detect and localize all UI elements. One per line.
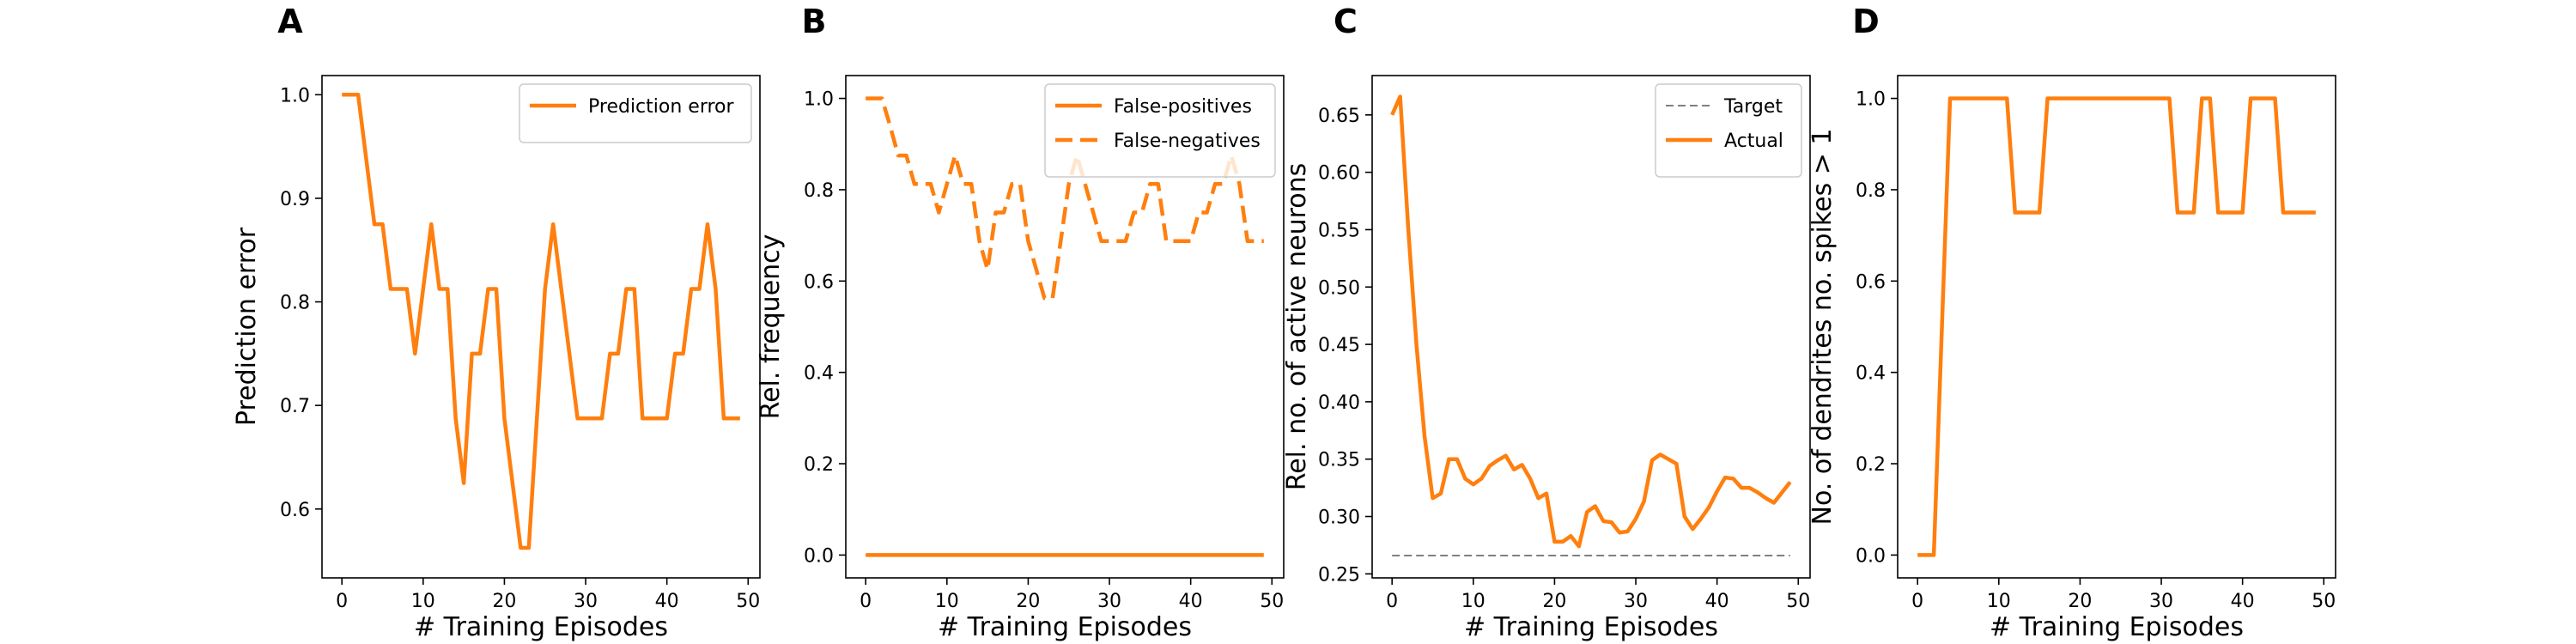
x-tick-label: 0	[336, 591, 348, 612]
panel-b: B 0 10 20 30 40 50 0.0 0.2 0.4 0.6 0.8 1.0 # Training…	[756, 3, 1285, 642]
y-tick-label: 0.55	[1318, 220, 1360, 241]
legend-label: Prediction error	[588, 96, 734, 118]
x-axis-label: # Training Episodes	[414, 612, 668, 642]
axes-frame	[845, 75, 1285, 579]
axes-frame	[321, 75, 761, 579]
panel-letter: C	[1334, 3, 1358, 40]
series-line-false-negatives	[866, 96, 1264, 301]
axes-frame	[1897, 75, 2336, 579]
panel-a: A 0 10 20 30 40 50 0.6 0.7 0.8 0.9 1.0 # Training Ep…	[232, 3, 761, 642]
series-line-prediction-error	[342, 93, 740, 550]
x-tick-label: 10	[1461, 591, 1485, 612]
x-tick-label: 10	[935, 591, 959, 612]
y-tick-label: 0.6	[280, 500, 310, 521]
x-tick-label: 50	[1786, 591, 1810, 612]
x-axis-label: # Training Episodes	[938, 612, 1192, 642]
panel-letter: D	[1852, 3, 1880, 40]
legend-box	[1044, 83, 1276, 178]
series-line-main	[1917, 96, 2316, 557]
y-axis-label: No. of dendrites no. spikes > 1	[1807, 128, 1838, 525]
x-axis-label: # Training Episodes	[1464, 612, 1718, 642]
legend-label: False-negatives	[1114, 131, 1261, 152]
x-tick-label: 30	[1097, 591, 1121, 612]
panel-c: C 0 10 20 30 40 50 0.25 0.30 0.35 0.40 0.45 0.50 0.55…	[1282, 3, 1811, 642]
y-tick-label: 0.9	[280, 189, 310, 210]
y-tick-label: 0.35	[1318, 450, 1360, 471]
axes-frame	[1371, 75, 1811, 579]
y-tick-label: 0.4	[804, 363, 834, 385]
y-tick-label: 0.40	[1318, 392, 1360, 414]
y-tick-label: 0.2	[804, 454, 834, 476]
x-tick-label: 20	[1016, 591, 1040, 612]
x-tick-label: 0	[1911, 591, 1923, 612]
series-line-actual	[1390, 94, 1792, 549]
y-tick-label: 0.4	[1856, 363, 1886, 385]
y-tick-label: 0.0	[1856, 545, 1886, 567]
y-axis-label: Rel. no. of active neurons	[1282, 163, 1312, 491]
legend: False-positives False-negatives	[1044, 83, 1276, 178]
x-tick-label: 10	[1987, 591, 2011, 612]
x-tick-label: 50	[1260, 591, 1284, 612]
y-axis-label: Prediction error	[232, 227, 262, 426]
x-tick-label: 50	[2312, 591, 2336, 612]
y-tick-label: 0.8	[1856, 180, 1886, 202]
y-tick-label: 0.45	[1318, 335, 1360, 356]
y-tick-label: 0.2	[1856, 454, 1886, 476]
x-tick-label: 10	[411, 591, 435, 612]
legend-box	[1655, 83, 1802, 178]
y-tick-label: 0.8	[804, 180, 834, 202]
y-tick-label: 0.6	[1856, 271, 1886, 293]
y-tick-label: 0.25	[1318, 564, 1360, 586]
y-tick-label: 1.0	[280, 85, 310, 106]
x-tick-label: 20	[492, 591, 516, 612]
y-tick-label: 0.50	[1318, 277, 1360, 299]
panel-letter: A	[277, 3, 303, 40]
x-tick-label: 30	[2149, 591, 2173, 612]
y-tick-label: 0.8	[280, 293, 310, 314]
x-axis-label: # Training Episodes	[1990, 612, 2244, 642]
y-tick-label: 0.65	[1318, 106, 1360, 127]
x-tick-label: 40	[1705, 591, 1729, 612]
x-tick-label: 20	[2068, 591, 2092, 612]
x-tick-label: 30	[1624, 591, 1648, 612]
x-tick-label: 50	[736, 591, 760, 612]
panel-letter: B	[802, 3, 827, 40]
y-tick-label: 0.0	[804, 545, 834, 567]
y-tick-label: 1.0	[804, 89, 834, 111]
x-tick-label: 0	[1386, 591, 1398, 612]
x-tick-label: 40	[2231, 591, 2255, 612]
y-tick-label: 0.6	[804, 271, 834, 293]
legend-label: Target	[1723, 96, 1783, 118]
legend-label: Actual	[1724, 131, 1783, 152]
x-tick-label: 30	[574, 591, 598, 612]
legend: Target Actual	[1655, 83, 1802, 178]
legend-label: False-positives	[1114, 96, 1252, 118]
x-tick-label: 40	[655, 591, 679, 612]
legend: Prediction error	[519, 83, 752, 143]
x-tick-label: 40	[1179, 591, 1203, 612]
x-tick-label: 0	[860, 591, 872, 612]
y-tick-label: 0.7	[280, 396, 310, 417]
y-axis-label: Rel. frequency	[756, 234, 786, 420]
y-tick-label: 0.60	[1318, 163, 1360, 185]
panel-d: D 0 10 20 30 40 50 0.0 0.2 0.4 0.6 0.8 1.0 # Training…	[1807, 3, 2336, 642]
y-tick-label: 0.30	[1318, 507, 1360, 529]
legend-box	[519, 83, 752, 143]
y-tick-label: 1.0	[1856, 89, 1886, 111]
x-tick-label: 20	[1542, 591, 1566, 612]
